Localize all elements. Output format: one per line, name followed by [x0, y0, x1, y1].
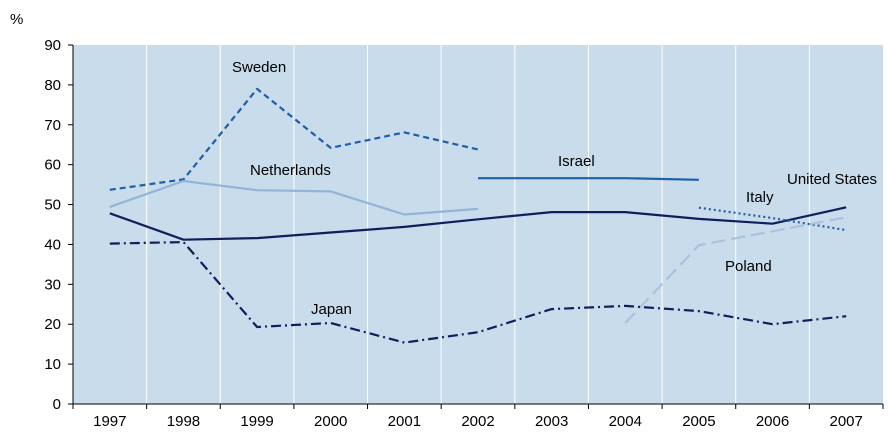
y-tick-label: 70: [44, 117, 61, 134]
x-tick-label: 2000: [314, 413, 347, 430]
plot-area: 0 10 20 30 40 50 60 70 80 90 1997 1998 1999 2000 2001 2…: [44, 37, 884, 430]
series-label-poland: Poland: [725, 258, 772, 275]
x-tick-label: 2006: [756, 413, 789, 430]
series-label-israel: Israel: [558, 153, 595, 170]
x-tick-label: 2004: [609, 413, 642, 430]
x-tick-label: 2003: [535, 413, 568, 430]
y-tick-label: 40: [44, 236, 61, 253]
series-label-sweden: Sweden: [232, 59, 286, 76]
x-tick-label: 2002: [461, 413, 494, 430]
series-label-italy: Italy: [746, 189, 774, 206]
x-tick-label: 2005: [682, 413, 715, 430]
series-label-japan: Japan: [311, 301, 352, 318]
y-tick-label: 0: [53, 396, 61, 413]
series-label-united-states: United States: [787, 171, 877, 188]
y-tick-label: 80: [44, 77, 61, 94]
y-tick-label: 90: [44, 37, 61, 54]
x-tick-label: 2007: [829, 413, 862, 430]
series-line-united-states: [109, 206, 847, 241]
series-line-poland: [624, 216, 847, 324]
y-tick-label: 30: [44, 276, 61, 293]
y-tick-label: 60: [44, 157, 61, 174]
series-label-netherlands: Netherlands: [250, 162, 331, 179]
series-line-israel: [478, 177, 699, 181]
plot-background: [73, 45, 883, 404]
y-tick-label: 50: [44, 197, 61, 214]
x-tick-label: 2001: [388, 413, 421, 430]
y-axis-unit-label: %: [10, 11, 23, 28]
series-line-japan: [109, 241, 847, 344]
series-line-netherlands: [109, 179, 479, 216]
x-tick-label: 1999: [240, 413, 273, 430]
y-tick-label: 10: [44, 356, 61, 373]
x-tick-label: 1997: [93, 413, 126, 430]
series-line-sweden: [109, 87, 479, 191]
x-tick-label: 1998: [167, 413, 200, 430]
y-tick-label: 20: [44, 316, 61, 333]
